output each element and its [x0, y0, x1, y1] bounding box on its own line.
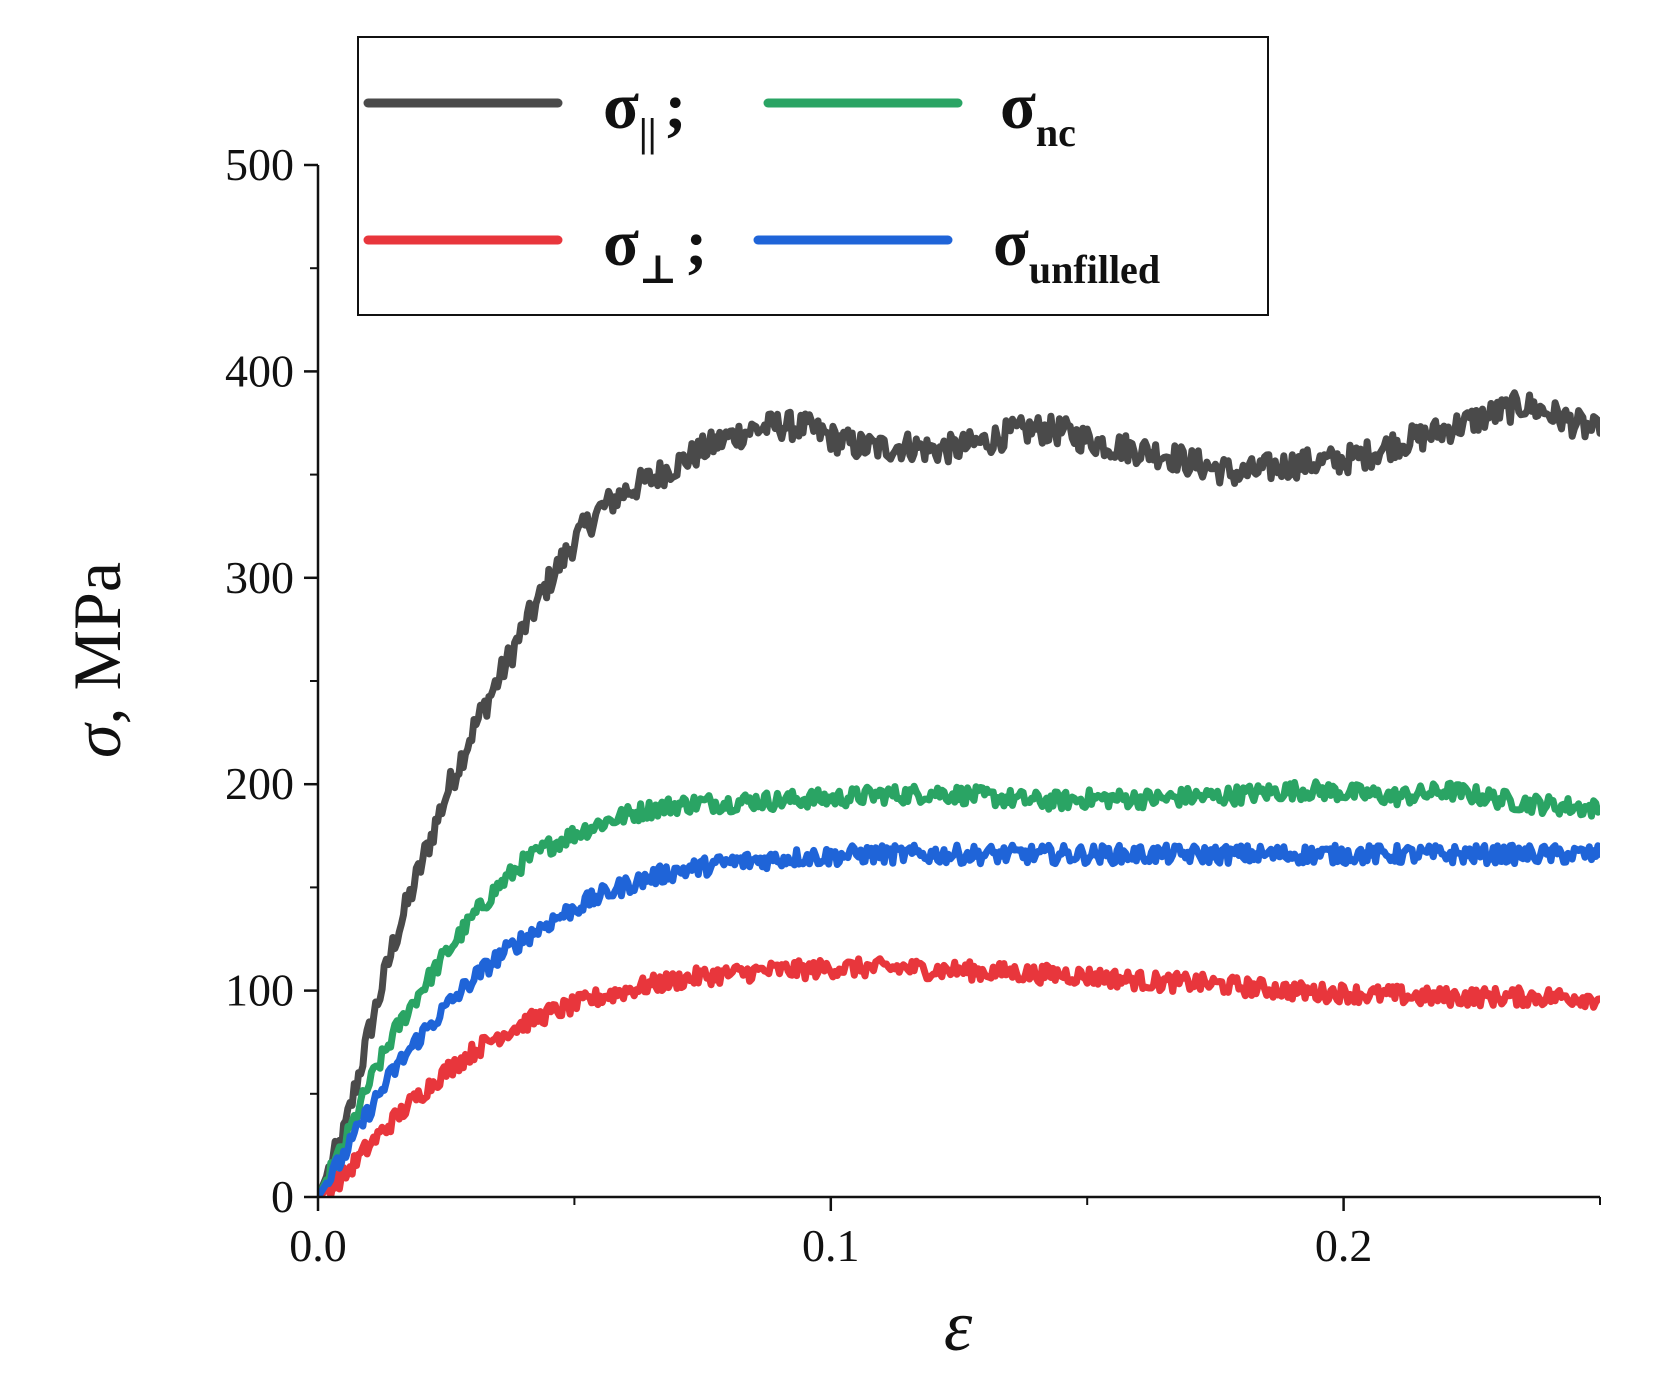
x-tick-label: 0.2 [1315, 1220, 1373, 1271]
y-tick-label: 200 [225, 758, 294, 809]
legend-box [357, 36, 1269, 316]
x-tick-label: 0.1 [802, 1220, 860, 1271]
series-line-perpendicular [318, 955, 1600, 1197]
legend-label: σnc [1000, 70, 1076, 155]
series-line-nc [318, 778, 1600, 1197]
y-tick-label: 0 [271, 1171, 294, 1222]
y-tick-label: 100 [225, 965, 294, 1016]
y-tick-label: 400 [225, 345, 294, 396]
y-tick-label: 500 [225, 139, 294, 190]
series-line-parallel [318, 389, 1600, 1197]
x-axis-title: ε [944, 1286, 973, 1366]
series-layer [318, 389, 1600, 1197]
legend-label: σ||; [603, 70, 687, 155]
axes-layer: 0 100 200 300 400 500 0.0 0.1 0.2 ε σ, MPa [59, 139, 1601, 1366]
legend-label: σ⊥; [603, 207, 707, 292]
legend-label: σunfilled [993, 207, 1160, 292]
series-line-unfilled [318, 841, 1600, 1197]
y-axis-title: σ, MPa [59, 562, 135, 758]
y-tick-label: 300 [225, 552, 294, 603]
legend: σ||; σnc σ⊥; σunfilled [357, 36, 1269, 316]
x-tick-label: 0.0 [289, 1220, 347, 1271]
